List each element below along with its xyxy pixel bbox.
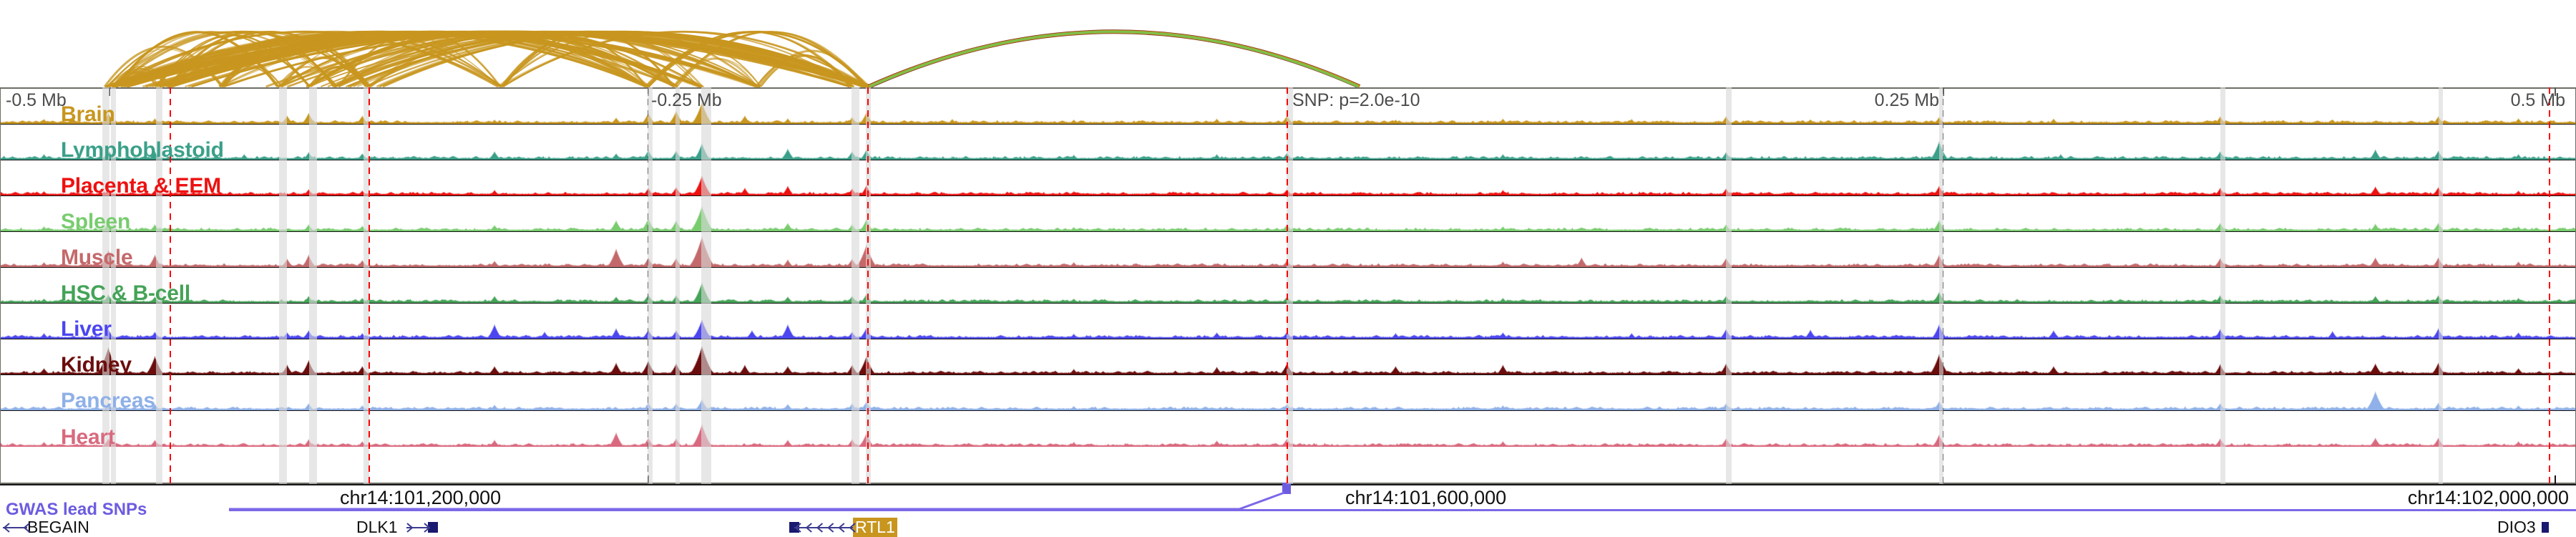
gwas-track-baseline: [229, 509, 2576, 511]
gene-label-dio3[interactable]: DIO3: [2497, 518, 2536, 536]
gene-strand-arrows-begain: [3, 523, 30, 533]
signal-wiggle-kidney: [1, 339, 2575, 374]
track-label-lymphoblastoid: Lymphoblastoid: [61, 138, 224, 160]
ruler-tick-label: -0.5 Mb: [6, 90, 67, 110]
signal-wiggle-heart: [1, 411, 2575, 447]
signal-wiggle-muscle: [1, 232, 2575, 267]
gene-annotation-track[interactable]: BEGAIN DLK1 RTL1 DIO3: [0, 518, 2576, 537]
gene-exon-block-dio3[interactable]: [2542, 522, 2549, 533]
signal-wiggle-hsc-b-cell: [1, 268, 2575, 303]
arc-svg: [104, 29, 1361, 87]
axis-tick: [648, 475, 649, 484]
chromatin-arc-panel[interactable]: [0, 0, 2576, 87]
gwas-snp-connector: [229, 491, 1285, 511]
gwas-lead-snp-track[interactable]: GWAS lead SNPs: [0, 483, 2576, 519]
signal-track-hsc-b-cell[interactable]: HSC & B-cell: [1, 268, 2575, 304]
gwas-track-label: GWAS lead SNPs: [6, 500, 147, 519]
gene-exon-block-dlk1[interactable]: [428, 522, 438, 533]
track-label-heart: Heart: [61, 425, 115, 448]
track-label-brain: Brain: [61, 102, 115, 125]
signal-wiggle-lymphoblastoid: [1, 125, 2575, 160]
track-label-spleen: Spleen: [61, 210, 131, 232]
signal-track-container[interactable]: Brain Lymphoblastoid Placenta & EEM Spleen M…: [0, 87, 2576, 484]
gene-label-rtl1[interactable]: RTL1: [853, 518, 897, 537]
axis-coordinate-label: chr14:101,600,000: [1345, 487, 1507, 508]
signal-track-lymphoblastoid[interactable]: Lymphoblastoid: [1, 125, 2575, 160]
signal-wiggle-brain: [1, 89, 2575, 124]
track-label-muscle: Muscle: [61, 246, 133, 268]
ruler-tick-label: 0.25 Mb: [1874, 90, 1939, 110]
ruler-tick-label: 0.5 Mb: [2510, 90, 2565, 110]
signal-track-kidney[interactable]: Kidney: [1, 339, 2575, 375]
signal-track-heart[interactable]: Heart: [1, 411, 2575, 447]
track-label-placenta-eem: Placenta & EEM: [61, 174, 221, 196]
axis-tick: [2555, 475, 2556, 484]
gene-strand-arrows-rtl1: [794, 523, 856, 533]
gene-label-begain[interactable]: BEGAIN: [27, 518, 89, 536]
signal-track-brain[interactable]: Brain: [1, 89, 2575, 125]
gene-label-dlk1[interactable]: DLK1: [356, 518, 398, 536]
snp-pvalue-label: SNP: p=2.0e-10: [1292, 90, 1420, 110]
track-label-hsc-b-cell: HSC & B-cell: [61, 281, 190, 304]
signal-wiggle-spleen: [1, 196, 2575, 231]
track-label-pancreas: Pancreas: [61, 389, 155, 411]
signal-track-muscle[interactable]: Muscle: [1, 232, 2575, 268]
signal-track-pancreas[interactable]: Pancreas: [1, 375, 2575, 411]
ruler-tick-label: -0.25 Mb: [651, 90, 722, 110]
signal-track-placenta-eem[interactable]: Placenta & EEM: [1, 160, 2575, 196]
track-label-kidney: Kidney: [61, 353, 132, 375]
axis-coordinate-label: chr14:101,200,000: [340, 487, 502, 508]
track-label-liver: Liver: [61, 317, 112, 339]
signal-wiggle-pancreas: [1, 375, 2575, 410]
gene-strand-arrows-dlk1: [406, 523, 431, 533]
signal-wiggle-placenta-eem: [1, 160, 2575, 195]
gwas-snp-marker[interactable]: [1282, 483, 1291, 494]
signal-track-spleen[interactable]: Spleen: [1, 196, 2575, 232]
signal-track-liver[interactable]: Liver: [1, 304, 2575, 339]
axis-coordinate-label: chr14:102,000,000: [2407, 487, 2569, 508]
signal-wiggle-liver: [1, 304, 2575, 339]
